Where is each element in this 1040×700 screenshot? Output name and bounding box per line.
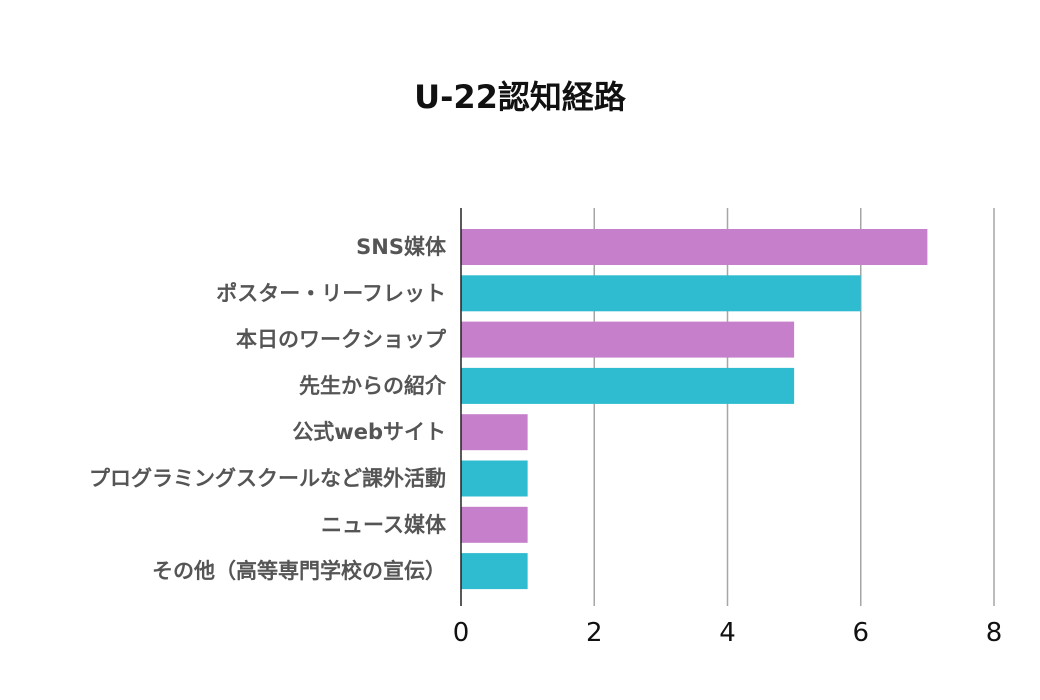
bar xyxy=(461,553,528,590)
bar xyxy=(461,506,528,543)
category-label: プログラミングスクールなど課外活動 xyxy=(89,467,446,491)
x-tick-label: 2 xyxy=(586,618,603,648)
x-tick-label: 0 xyxy=(453,618,470,648)
x-tick-label: 6 xyxy=(852,618,869,648)
bar xyxy=(461,275,861,312)
bar xyxy=(461,414,528,451)
category-label: 本日のワークショップ xyxy=(236,328,447,352)
x-tick-label: 4 xyxy=(719,618,736,648)
category-label: 公式webサイト xyxy=(292,420,446,444)
category-label: その他（高等専門学校の宣伝） xyxy=(152,559,446,583)
category-labels: SNS媒体ポスター・リーフレット本日のワークショップ先生からの紹介公式webサイ… xyxy=(89,235,447,583)
bar xyxy=(461,460,528,497)
bar xyxy=(461,229,928,265)
x-tick-label: 8 xyxy=(986,618,1003,648)
category-label: ニュース媒体 xyxy=(321,513,447,537)
gridlines xyxy=(593,208,995,606)
category-label: ポスター・リーフレット xyxy=(216,281,446,305)
bars xyxy=(461,229,928,590)
category-label: 先生からの紹介 xyxy=(299,374,447,398)
category-label: SNS媒体 xyxy=(356,235,447,259)
x-tick-labels: 0 2 4 6 8 xyxy=(453,618,1003,648)
chart-title: U-22認知経路 xyxy=(414,78,627,116)
bar xyxy=(461,367,795,404)
bar xyxy=(461,321,795,358)
